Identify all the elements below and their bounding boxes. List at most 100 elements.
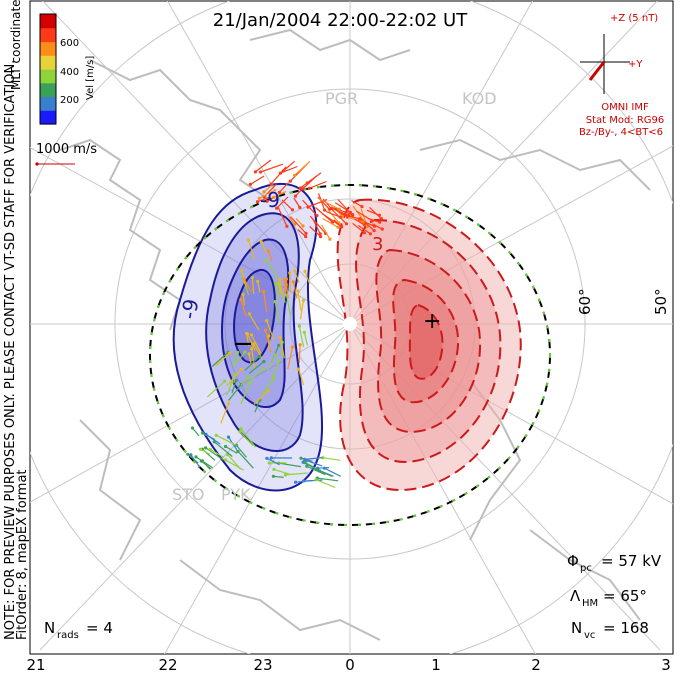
velocity-vector-origin (256, 279, 260, 283)
mlt-label-23: 23 (253, 656, 272, 674)
velocity-vector (318, 193, 326, 211)
colorbar-swatch (40, 55, 56, 70)
velocity-vector-origin (199, 459, 203, 463)
velocity-vector (282, 160, 296, 172)
velocity-vector-origin (249, 333, 254, 337)
velocity-vector-origin (337, 207, 341, 211)
velocity-vector-origin (321, 456, 325, 460)
velocity-vector-origin (302, 457, 307, 461)
velocity-vector (227, 454, 242, 470)
velocity-vector-origin (360, 205, 364, 209)
velocity-vector-origin (277, 359, 281, 363)
velocity-vector-origin (228, 351, 232, 355)
velocity-vector (244, 356, 260, 371)
velocity-vector-origin (303, 269, 307, 273)
velocity-vector (267, 354, 276, 371)
velocity-vector-origin (304, 235, 308, 239)
velocity-vector-origin (269, 182, 273, 186)
velocity-vector (263, 291, 268, 312)
velocity-vector-origin (301, 298, 306, 302)
velocity-vector (299, 300, 305, 320)
colorbar-unit-label: Vel [m/s] (85, 56, 96, 100)
velocity-vector-origin (299, 456, 303, 460)
velocity-vector-origin (271, 474, 275, 478)
velocity-vector-origin (190, 426, 195, 430)
velocity-vector-origin (272, 467, 276, 471)
velocity-vector-origin (236, 350, 240, 354)
velocity-vector-origin (278, 277, 282, 282)
mlt-label-21: 21 (26, 656, 45, 674)
velocity-vector (239, 431, 254, 447)
velocity-vector (266, 320, 275, 340)
velocity-vector-origin (242, 277, 246, 282)
velocity-vector (251, 277, 255, 294)
velocity-vector (304, 271, 311, 285)
radar-count: N rads = 4 (44, 619, 113, 641)
velocity-vector (253, 390, 269, 405)
velocity-vector (264, 329, 272, 353)
velocity-vector-origin (247, 352, 251, 356)
velocity-vector-origin (304, 231, 308, 235)
velocity-vector (295, 217, 304, 227)
velocity-vector-origin (272, 376, 276, 380)
station-label-kod: KOD (462, 89, 497, 108)
velocity-vector (248, 313, 260, 331)
svg-text:= 168: = 168 (603, 619, 649, 637)
velocity-vector (206, 380, 226, 398)
fit-order-note: FitOrder: 8, mapEX format (15, 469, 30, 640)
velocity-vector (276, 196, 289, 209)
velocity-vector (246, 333, 250, 347)
velocity-vector-origin (198, 447, 202, 451)
velocity-vector-origin (291, 280, 295, 284)
velocity-vector-origin (267, 334, 271, 338)
velocity-vector-origin (344, 222, 349, 226)
velocity-vector (309, 226, 322, 238)
velocity-vector-origin (234, 378, 238, 383)
velocity-vector (247, 368, 264, 383)
velocity-vector (306, 459, 323, 467)
svg-text:= 57 kV: = 57 kV (601, 552, 662, 570)
coordinate-system-label: MLT coordinates (9, 0, 23, 90)
velocity-vector (265, 259, 279, 279)
velocity-vector (270, 360, 280, 381)
velocity-vector-origin (357, 217, 361, 221)
velocity-vector-origin (273, 353, 277, 357)
velocity-vector-origin (265, 199, 269, 203)
velocity-vector (334, 202, 351, 213)
colorbar-tick-200: 200 (60, 95, 79, 106)
velocity-vector (304, 462, 319, 471)
coastlines (59, 28, 651, 641)
velocity-vector-origin (318, 232, 322, 236)
velocity-vector-origin (273, 300, 277, 304)
velocity-vector (290, 216, 307, 234)
velocity-vector-origin (379, 216, 383, 221)
velocity-vector (240, 382, 251, 404)
velocity-vector-origin (236, 449, 240, 453)
velocity-vector (273, 190, 287, 198)
velocity-vector (248, 361, 265, 374)
velocity-vector (220, 403, 230, 424)
velocity-vector-origin (241, 292, 245, 296)
velocity-vector-origin (290, 345, 295, 349)
velocity-vector (279, 337, 285, 359)
velocity-vector (266, 457, 280, 465)
velocity-vector-origin (294, 480, 298, 484)
velocity-vector-origin (319, 235, 323, 239)
velocity-vector (354, 218, 365, 226)
velocity-vector-origin (214, 433, 218, 437)
velocity-vector-origin (262, 190, 266, 194)
velocity-vector-origin (269, 456, 273, 460)
velocity-vector-origin (370, 219, 374, 223)
velocity-vector (246, 333, 256, 352)
mlt-axis: 21 22 23 0 1 2 3 (26, 656, 670, 674)
svg-text:pc: pc (580, 563, 592, 574)
velocity-vector (284, 280, 286, 293)
velocity-vector (259, 188, 277, 199)
velocity-vector (257, 281, 261, 293)
velocity-vector (240, 428, 257, 448)
mlt-label-0: 0 (345, 656, 355, 674)
velocity-vector (248, 353, 253, 366)
velocity-vector (261, 377, 275, 396)
velocity-vector-origin (297, 324, 301, 328)
velocity-vector (235, 444, 247, 458)
